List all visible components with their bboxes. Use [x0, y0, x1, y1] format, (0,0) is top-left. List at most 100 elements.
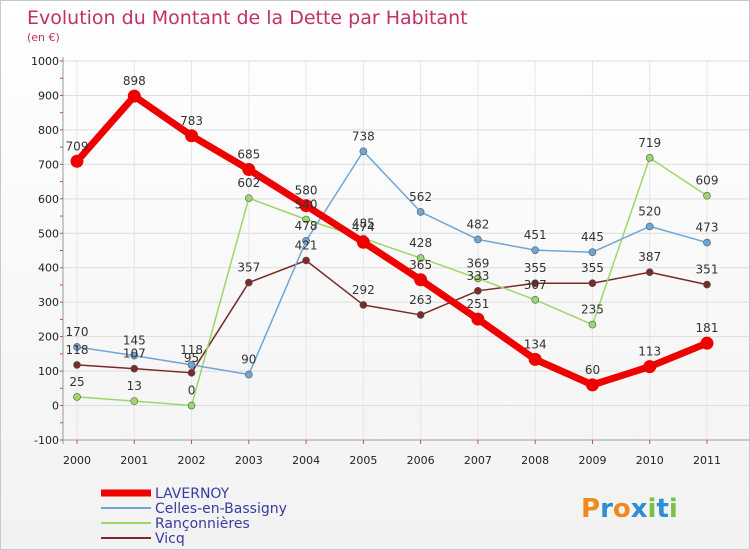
data-point — [471, 312, 485, 326]
data-point — [703, 238, 711, 247]
data-point — [185, 129, 199, 143]
data-label: 251 — [466, 297, 489, 311]
data-point — [245, 194, 253, 202]
data-point — [531, 295, 539, 304]
data-point — [130, 364, 139, 373]
x-tick-label: 2011 — [693, 454, 721, 467]
data-label: 428 — [409, 236, 432, 250]
data-point — [242, 163, 256, 177]
data-point — [73, 393, 81, 401]
series-line — [76, 150, 708, 376]
data-label: 355 — [581, 261, 604, 275]
legend-label: LAVERNOY — [155, 486, 230, 502]
legend-label: Rançonnières — [155, 516, 250, 532]
data-label: 783 — [180, 114, 203, 128]
data-point — [531, 279, 539, 288]
y-tick-label: 200 — [38, 331, 59, 344]
data-point — [531, 246, 539, 254]
data-label: 482 — [466, 217, 489, 231]
data-label: 292 — [352, 283, 375, 297]
axes: -100010020030040050060070080090010002000… — [31, 55, 749, 467]
y-tick-label: 300 — [38, 296, 59, 309]
data-point — [703, 191, 711, 200]
data-label: 145 — [123, 334, 146, 348]
y-tick-label: 400 — [38, 262, 59, 275]
series-group — [70, 89, 714, 410]
x-tick-label: 2003 — [235, 454, 263, 467]
data-label: 540 — [295, 197, 318, 211]
data-point — [414, 273, 428, 287]
data-point — [474, 274, 482, 283]
data-label: 609 — [696, 174, 719, 188]
proxiti-logo: Proxiti — [581, 494, 678, 524]
data-point — [130, 351, 139, 360]
data-point — [187, 361, 196, 369]
data-point — [245, 278, 253, 287]
data-label: 478 — [295, 219, 318, 233]
data-labels: 709 898 783 685 580 474 365 251 134 60 113 181 170 14… — [66, 74, 719, 397]
data-label: 25 — [69, 375, 84, 389]
data-label: 307 — [524, 278, 547, 292]
data-label: 602 — [237, 176, 260, 190]
data-point — [187, 401, 196, 410]
data-point — [416, 254, 425, 262]
data-point — [130, 397, 139, 405]
data-point — [302, 215, 310, 224]
data-point — [585, 378, 599, 392]
data-point — [643, 360, 657, 374]
x-tick-label: 2010 — [636, 454, 664, 467]
data-label: 898 — [123, 74, 146, 88]
data-label: 107 — [123, 347, 146, 361]
data-point — [645, 268, 654, 277]
data-point — [299, 199, 313, 213]
data-point — [416, 208, 425, 216]
data-point — [474, 235, 482, 244]
data-label: 562 — [409, 190, 432, 204]
data-label: 113 — [638, 345, 661, 359]
x-tick-label: 2002 — [178, 454, 206, 467]
series-line — [73, 92, 711, 389]
x-tick-label: 2005 — [349, 454, 377, 467]
data-label: 235 — [581, 303, 604, 317]
y-tick-label: 0 — [52, 400, 59, 413]
data-point — [703, 280, 711, 289]
x-tick-label: 2006 — [407, 454, 435, 467]
series-line — [76, 157, 708, 407]
data-label: 333 — [466, 269, 489, 283]
data-label: 95 — [184, 351, 199, 365]
data-label: 351 — [696, 263, 719, 277]
x-tick-label: 2001 — [120, 454, 148, 467]
data-label: 170 — [66, 325, 89, 339]
data-label: 685 — [237, 148, 260, 162]
y-tick-label: 1000 — [31, 55, 59, 68]
data-point — [356, 235, 370, 249]
data-point — [73, 343, 81, 351]
data-label: 357 — [237, 261, 260, 275]
x-tick-label: 2000 — [63, 454, 91, 467]
data-label: 369 — [466, 256, 489, 270]
series-line — [76, 259, 708, 374]
chart-subtitle: (en €) — [27, 31, 60, 44]
data-label: 709 — [66, 139, 89, 153]
y-tick-label: 900 — [38, 89, 59, 102]
data-label: 90 — [241, 353, 256, 367]
data-point — [645, 154, 654, 162]
y-tick-label: 800 — [38, 124, 59, 137]
data-point — [245, 370, 253, 379]
data-point — [416, 311, 425, 319]
y-tick-label: -100 — [34, 434, 59, 447]
data-label: 445 — [581, 230, 604, 244]
data-label: 421 — [295, 238, 318, 252]
data-point — [700, 336, 714, 350]
data-point — [73, 361, 81, 369]
grid — [63, 60, 749, 441]
data-label: 13 — [127, 379, 142, 393]
x-tick-label: 2007 — [464, 454, 492, 467]
data-label: 355 — [524, 261, 547, 275]
data-label: 473 — [696, 221, 719, 235]
chart-title: Evolution du Montant de la Dette par Hab… — [27, 7, 468, 29]
x-tick-label: 2008 — [521, 454, 549, 467]
x-tick-label: 2009 — [578, 454, 606, 467]
